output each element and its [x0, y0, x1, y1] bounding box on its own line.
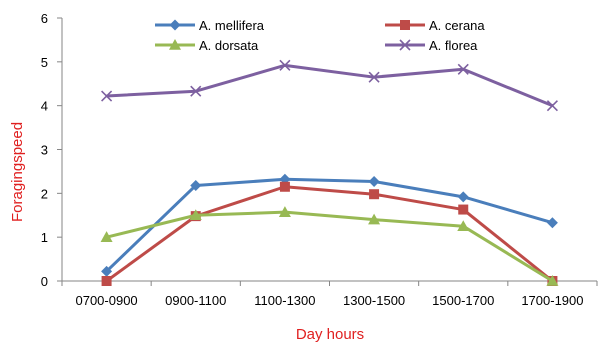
- x-tick-label: 1100-1300: [254, 293, 315, 308]
- data-point-a-mellifera: [368, 175, 380, 187]
- legend-entry-a-dorsata: A. dorsata: [155, 38, 259, 53]
- x-tick-label: 1500-1700: [432, 293, 494, 308]
- series-layer: [100, 59, 559, 286]
- data-point-a-florea: [190, 85, 202, 97]
- legend-marker: [400, 20, 410, 30]
- data-point-a-florea: [279, 59, 291, 71]
- data-point-a-florea: [101, 90, 113, 102]
- data-point-a-dorsata: [546, 275, 559, 286]
- series-line-a-dorsata: [106, 210, 554, 283]
- legend-label: A. dorsata: [199, 38, 259, 53]
- x-tick-label: 1300-1500: [343, 293, 405, 308]
- x-tick-label: 0900-1100: [165, 293, 226, 308]
- series-a-cerana: [101, 181, 558, 286]
- legend-entry-a-florea: A. florea: [385, 38, 478, 53]
- data-point-a-cerana: [101, 276, 112, 286]
- data-point-a-florea: [368, 71, 380, 83]
- series-line-a-cerana: [105, 185, 554, 283]
- y-tick-label: 1: [41, 230, 48, 245]
- data-point-a-dorsata: [278, 206, 291, 217]
- legend-marker: [169, 19, 181, 31]
- data-point-a-mellifera: [101, 265, 113, 277]
- y-tick-label: 3: [41, 143, 48, 158]
- data-point-a-mellifera: [190, 179, 202, 191]
- legend-marker: [169, 39, 181, 50]
- data-point-a-dorsata: [189, 209, 202, 221]
- series-a-florea: [101, 59, 558, 112]
- data-point-a-dorsata: [457, 220, 470, 232]
- x-tick-label: 0700-0900: [75, 293, 137, 308]
- data-point-a-dorsata: [368, 213, 381, 225]
- series-line-a-florea: [106, 63, 553, 108]
- data-point-a-florea: [457, 63, 469, 75]
- legend-label: A. florea: [429, 38, 478, 53]
- y-ticks: 0 1 2 3 4 5 6: [41, 11, 62, 289]
- y-axis-title: Foragingspeed: [9, 122, 26, 222]
- data-point-a-dorsata: [100, 231, 113, 242]
- y-tick-label: 5: [41, 55, 48, 70]
- y-tick-label: 0: [41, 274, 48, 289]
- data-point-a-cerana: [458, 204, 469, 215]
- data-point-a-mellifera: [457, 191, 469, 203]
- series-a-dorsata: [100, 206, 559, 286]
- data-point-a-florea: [546, 100, 558, 112]
- x-tick-label: 1700-1900: [521, 293, 583, 308]
- legend-label: A. cerana: [429, 18, 485, 33]
- legend-label: A. mellifera: [199, 18, 265, 33]
- legend-marker: [399, 39, 411, 51]
- legend-entry-a-mellifera: A. mellifera: [155, 18, 265, 33]
- data-point-a-mellifera: [546, 217, 558, 229]
- y-tick-label: 4: [41, 99, 48, 114]
- legend-entry-a-cerana: A. cerana: [385, 18, 485, 33]
- x-axis-title: Day hours: [296, 326, 364, 343]
- y-tick-label: 2: [41, 186, 48, 201]
- x-ticks: 0700-0900 0900-1100 1100-1300 1300-1500 1500…: [61, 281, 598, 308]
- series-line-a-mellifera: [105, 177, 553, 273]
- axes: [61, 18, 597, 282]
- data-point-a-cerana: [369, 189, 380, 200]
- legend: A. mellifera A. cerana A. dorsata A. florea: [155, 18, 485, 53]
- y-tick-label: 6: [41, 11, 48, 26]
- data-point-a-cerana: [279, 181, 290, 192]
